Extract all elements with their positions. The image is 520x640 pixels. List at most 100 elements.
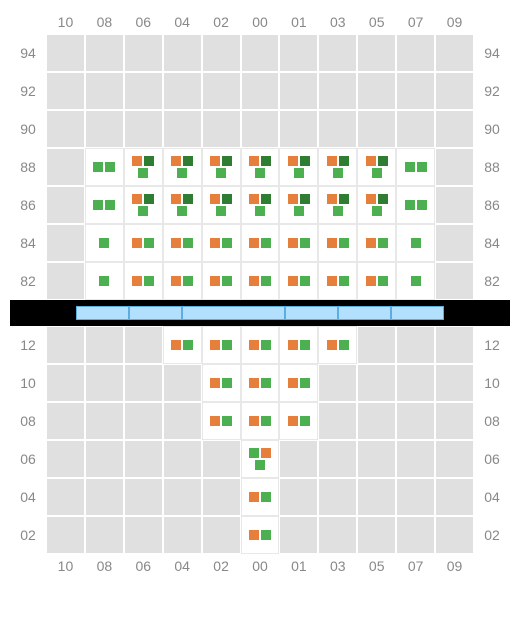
- rack-cell[interactable]: [85, 262, 124, 300]
- rack-cell[interactable]: [124, 224, 163, 262]
- rack-cell[interactable]: [318, 224, 357, 262]
- rack-cell[interactable]: [241, 148, 280, 186]
- rack-cell[interactable]: [279, 402, 318, 440]
- rack-cell[interactable]: [357, 224, 396, 262]
- axis-label: 05: [357, 14, 396, 30]
- rack-cell[interactable]: [163, 224, 202, 262]
- empty-cell: [85, 326, 124, 364]
- rack-cell[interactable]: [396, 186, 435, 224]
- rack-cell[interactable]: [241, 326, 280, 364]
- empty-cell: [396, 440, 435, 478]
- rack-cell[interactable]: [241, 402, 280, 440]
- empty-cell: [46, 34, 85, 72]
- rack-cell[interactable]: [396, 148, 435, 186]
- rack-map: 1008060402000103050709 94929088868482 94…: [10, 10, 510, 578]
- status-square: [378, 194, 388, 204]
- status-square: [222, 340, 232, 350]
- rack-cell[interactable]: [241, 364, 280, 402]
- rack-cell[interactable]: [396, 224, 435, 262]
- rack-cell[interactable]: [279, 186, 318, 224]
- empty-cell: [124, 440, 163, 478]
- axis-label: 10: [474, 364, 510, 402]
- status-square: [144, 194, 154, 204]
- rack-cell[interactable]: [241, 186, 280, 224]
- empty-cell: [279, 110, 318, 148]
- aisle-segment[interactable]: [391, 306, 444, 320]
- rack-cell[interactable]: [279, 364, 318, 402]
- empty-cell: [85, 110, 124, 148]
- rack-cell[interactable]: [163, 262, 202, 300]
- rack-cell[interactable]: [202, 262, 241, 300]
- status-square: [144, 276, 154, 286]
- top-col-labels: 1008060402000103050709: [10, 10, 510, 34]
- rack-cell[interactable]: [124, 186, 163, 224]
- rack-cell[interactable]: [241, 478, 280, 516]
- rack-cell[interactable]: [163, 148, 202, 186]
- rack-cell[interactable]: [318, 262, 357, 300]
- status-square: [366, 238, 376, 248]
- aisle-segment[interactable]: [285, 306, 338, 320]
- status-square: [339, 340, 349, 350]
- axis-label: 90: [10, 110, 46, 148]
- aisle-segment[interactable]: [338, 306, 391, 320]
- axis-label: 02: [474, 516, 510, 554]
- rack-cell[interactable]: [124, 148, 163, 186]
- rack-cell[interactable]: [202, 148, 241, 186]
- rack-cell[interactable]: [241, 224, 280, 262]
- rack-cell[interactable]: [85, 186, 124, 224]
- empty-cell: [46, 224, 85, 262]
- empty-cell: [279, 34, 318, 72]
- rack-cell[interactable]: [357, 186, 396, 224]
- rack-cell[interactable]: [279, 326, 318, 364]
- status-square: [327, 276, 337, 286]
- rack-cell[interactable]: [85, 148, 124, 186]
- rack-cell[interactable]: [318, 186, 357, 224]
- rack-cell[interactable]: [124, 262, 163, 300]
- empty-cell: [357, 364, 396, 402]
- rack-cell[interactable]: [279, 262, 318, 300]
- rack-cell[interactable]: [241, 262, 280, 300]
- axis-label: 04: [10, 478, 46, 516]
- empty-cell: [46, 440, 85, 478]
- aisle-segment[interactable]: [129, 306, 182, 320]
- rack-cell[interactable]: [279, 224, 318, 262]
- axis-label: 07: [396, 14, 435, 30]
- rack-cell[interactable]: [396, 262, 435, 300]
- empty-cell: [202, 516, 241, 554]
- status-square: [411, 276, 421, 286]
- status-square: [405, 200, 415, 210]
- rack-cell[interactable]: [279, 148, 318, 186]
- aisle-segment[interactable]: [76, 306, 129, 320]
- empty-cell: [163, 72, 202, 110]
- aisle-segment[interactable]: [182, 306, 286, 320]
- rack-cell[interactable]: [202, 186, 241, 224]
- rack-cell[interactable]: [202, 326, 241, 364]
- status-square: [249, 448, 259, 458]
- rack-cell[interactable]: [202, 224, 241, 262]
- grid-row: [46, 440, 474, 478]
- rack-cell[interactable]: [163, 326, 202, 364]
- empty-cell: [396, 478, 435, 516]
- status-square: [333, 206, 343, 216]
- rack-cell[interactable]: [241, 516, 280, 554]
- empty-cell: [435, 148, 474, 186]
- rack-cell[interactable]: [163, 186, 202, 224]
- rack-cell[interactable]: [318, 326, 357, 364]
- rack-cell[interactable]: [357, 262, 396, 300]
- empty-cell: [396, 364, 435, 402]
- rack-cell[interactable]: [85, 224, 124, 262]
- empty-cell: [435, 440, 474, 478]
- status-square: [366, 156, 376, 166]
- status-square: [288, 156, 298, 166]
- empty-cell: [357, 110, 396, 148]
- rack-cell[interactable]: [202, 402, 241, 440]
- status-square: [294, 206, 304, 216]
- rack-cell[interactable]: [202, 364, 241, 402]
- rack-cell[interactable]: [318, 148, 357, 186]
- rack-cell[interactable]: [241, 440, 280, 478]
- rack-cell[interactable]: [357, 148, 396, 186]
- status-square: [255, 206, 265, 216]
- status-square: [261, 194, 271, 204]
- status-square: [105, 162, 115, 172]
- axis-label: 10: [10, 364, 46, 402]
